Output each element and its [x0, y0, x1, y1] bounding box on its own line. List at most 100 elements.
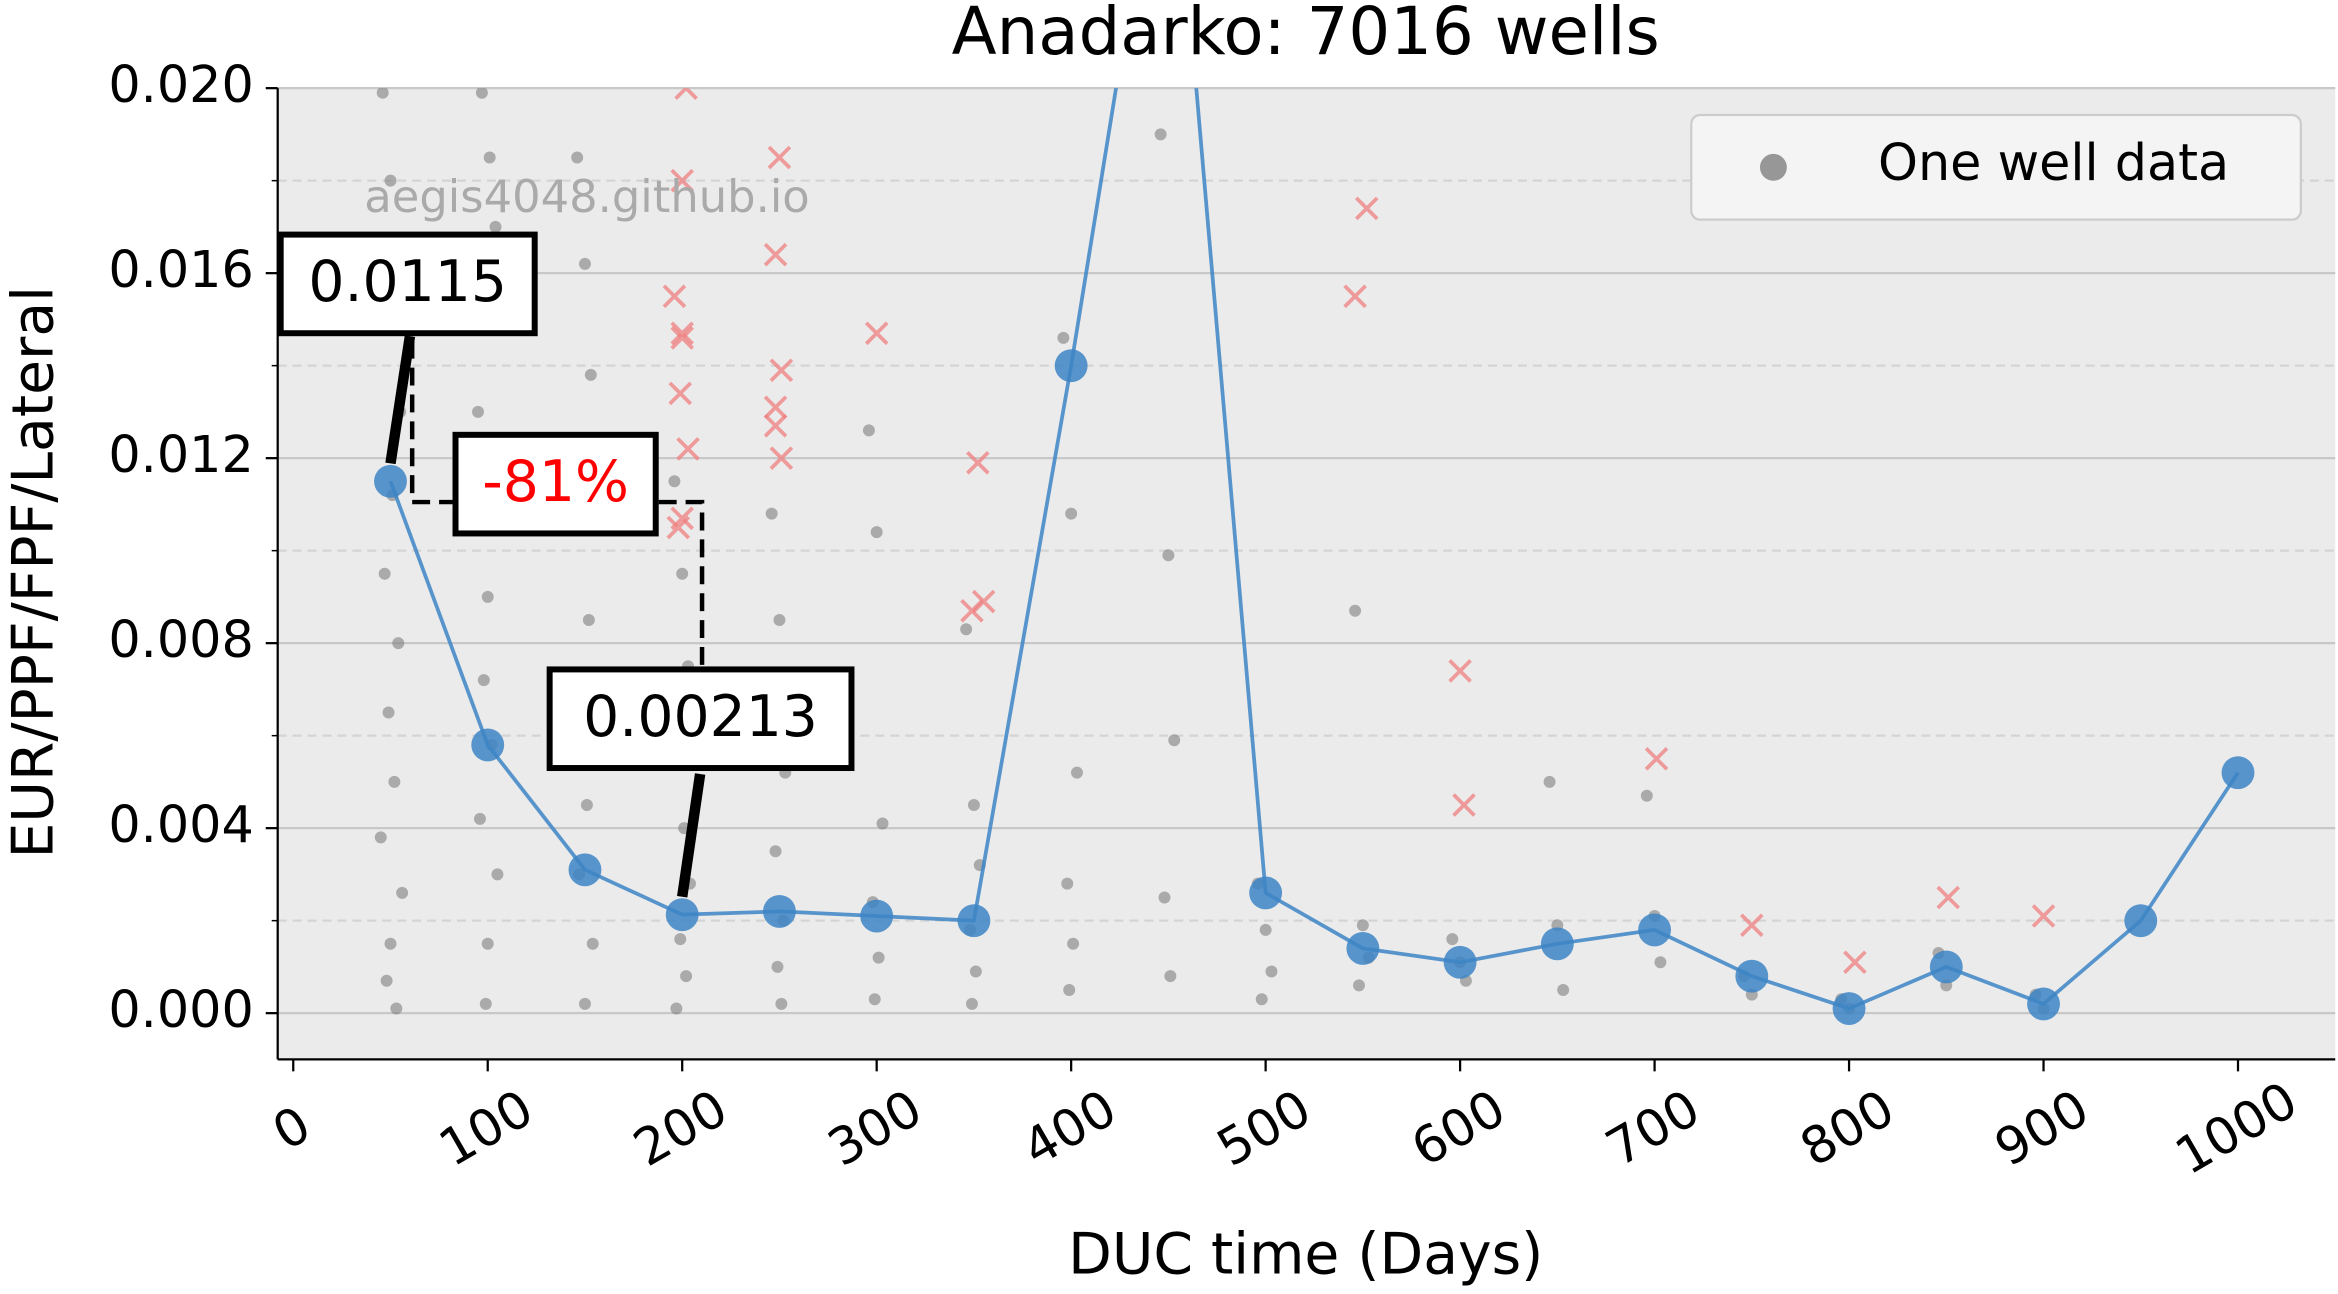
- well-point: [1356, 919, 1369, 932]
- well-point: [390, 1002, 403, 1015]
- outlier: [864, 321, 889, 346]
- outlier: [674, 88, 698, 100]
- well-point: [670, 1002, 683, 1015]
- legend-marker: [1759, 153, 1787, 181]
- well-point: [1071, 766, 1083, 779]
- mean-marker: [568, 853, 602, 887]
- mean-marker: [957, 904, 991, 938]
- mean-marker: [1249, 876, 1283, 910]
- mean-marker: [1832, 992, 1866, 1025]
- x-tick-label: 1000: [2166, 1070, 2307, 1186]
- change-bracket: [409, 340, 705, 676]
- watermark: aegis4048.github.io: [364, 170, 809, 223]
- outlier: [668, 381, 693, 406]
- mean-marker: [1346, 931, 1380, 965]
- y-tick-label: 0.012: [108, 425, 253, 484]
- well-point: [1063, 984, 1076, 997]
- well-point: [1353, 979, 1365, 992]
- well-point: [1255, 993, 1268, 1006]
- well-point: [771, 960, 784, 973]
- outlier: [1644, 747, 1669, 771]
- well-point: [479, 997, 492, 1010]
- well-point: [584, 368, 597, 381]
- well-point: [382, 706, 395, 719]
- outlier: [676, 437, 700, 461]
- annotations: 0.0115 -81% 0.00213: [277, 231, 855, 898]
- well-point: [1265, 965, 1278, 978]
- outlier: [763, 242, 788, 267]
- mean-marker: [471, 728, 505, 762]
- annotation-arrow: [385, 335, 416, 465]
- outlier: [1936, 885, 1961, 910]
- axes: 0.000 0.004 0.008 0.012 0.016 0.020 0 100 200 300…: [108, 55, 2336, 1186]
- well-point: [1349, 604, 1362, 617]
- well-point: [1259, 923, 1272, 936]
- annotation-label: 0.00213: [583, 684, 818, 750]
- legend-label: One well data: [1878, 133, 2229, 192]
- well-point: [1154, 128, 1167, 141]
- well-point: [868, 993, 881, 1006]
- well-point: [1654, 956, 1667, 969]
- outlier: [966, 451, 990, 475]
- x-tick-label: 800: [1791, 1078, 1904, 1178]
- well-point: [872, 951, 885, 964]
- annotation-label: 0.0115: [308, 249, 507, 315]
- outlier: [2031, 904, 2056, 928]
- outlier: [670, 168, 694, 193]
- mean-marker: [2124, 904, 2158, 938]
- well-point: [967, 799, 980, 812]
- well-point: [1067, 937, 1080, 950]
- outlier: [1354, 196, 1379, 221]
- well-point: [477, 674, 490, 687]
- well-point: [475, 88, 488, 99]
- plot: [374, 88, 2255, 1025]
- y-axis-label: EUR/PPF/FPF/Lateral: [1, 286, 67, 858]
- well-point: [578, 997, 591, 1010]
- y-tick-label: 0.020: [108, 55, 253, 114]
- well-point: [481, 937, 494, 950]
- well-point: [1557, 984, 1570, 997]
- well-point: [582, 614, 595, 627]
- well-point: [765, 507, 778, 520]
- well-point: [384, 174, 397, 187]
- outlier: [670, 326, 694, 350]
- annotation-box: [277, 231, 538, 337]
- well-point: [483, 151, 496, 164]
- x-tick-label: 0: [263, 1094, 320, 1161]
- mean-marker: [1735, 959, 1769, 993]
- well-point: [668, 475, 681, 488]
- x-tick-label: 100: [429, 1078, 542, 1178]
- mean-marker: [2027, 987, 2060, 1021]
- x-tick-label: 700: [1596, 1078, 1709, 1178]
- chart-title: Anadarko: 7016 wells: [952, 0, 1660, 70]
- y-tick-label: 0.016: [108, 240, 253, 299]
- well-point: [870, 526, 883, 539]
- annotation-box: [452, 431, 659, 537]
- mean-marker: [2221, 756, 2255, 790]
- well-point: [1640, 789, 1653, 802]
- well-point: [674, 933, 687, 946]
- well-point: [775, 997, 788, 1010]
- mean-marker: [1638, 913, 1672, 947]
- well-point: [1446, 933, 1459, 946]
- well-point: [680, 970, 693, 983]
- well-point: [960, 623, 973, 636]
- x-tick-label: 300: [818, 1078, 931, 1178]
- well-point: [965, 997, 978, 1010]
- well-point: [769, 845, 782, 858]
- outlier: [769, 446, 794, 470]
- outlier: [662, 284, 687, 309]
- x-tick-label: 900: [1985, 1078, 2098, 1178]
- well-point: [1164, 970, 1177, 983]
- well-point: [489, 220, 502, 233]
- mean-marker: [763, 894, 796, 928]
- mean-marker: [1929, 950, 1963, 984]
- well-point: [773, 614, 786, 627]
- mean-marker: [1054, 349, 1088, 383]
- well-point: [862, 424, 875, 437]
- well-point: [388, 775, 401, 788]
- x-axis-label: DUC time (Days): [1068, 1222, 1543, 1288]
- plot-area: [277, 88, 2336, 1060]
- well-point: [396, 886, 409, 899]
